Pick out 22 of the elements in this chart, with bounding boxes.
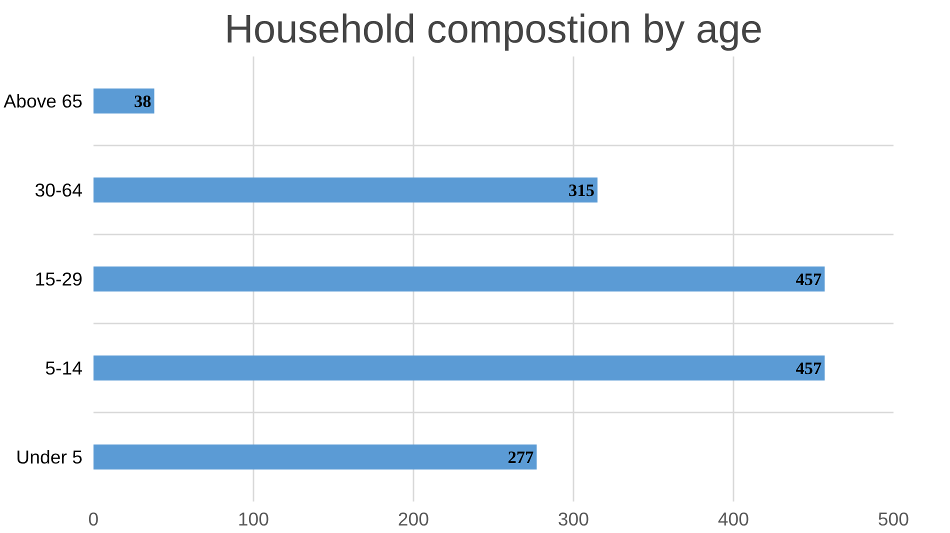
bar	[94, 88, 154, 114]
x-tick-label: 400	[718, 508, 750, 530]
bar	[94, 356, 825, 380]
y-tick-label: Above 65	[4, 90, 83, 112]
x-tick-label: 200	[398, 508, 430, 530]
x-tick-label: 0	[88, 508, 99, 530]
y-tick-label: 15-29	[34, 268, 83, 290]
x-tick-label: 500	[878, 508, 910, 530]
data-label: 457	[796, 270, 822, 289]
y-tick-label: 5-14	[45, 358, 83, 378]
y-tick-label: Under 5	[16, 446, 83, 468]
x-tick-label: 300	[558, 508, 590, 530]
x-tick-label: 100	[238, 508, 270, 530]
bar	[94, 444, 537, 470]
data-label: 277	[508, 448, 534, 467]
chart-title: Household compostion by age	[224, 8, 763, 52]
y-tick-label: 30-64	[34, 180, 83, 200]
data-label: 38	[134, 92, 152, 111]
bar	[94, 266, 825, 292]
data-label: 315	[568, 181, 595, 200]
data-label: 457	[796, 359, 822, 378]
bar	[94, 178, 598, 202]
